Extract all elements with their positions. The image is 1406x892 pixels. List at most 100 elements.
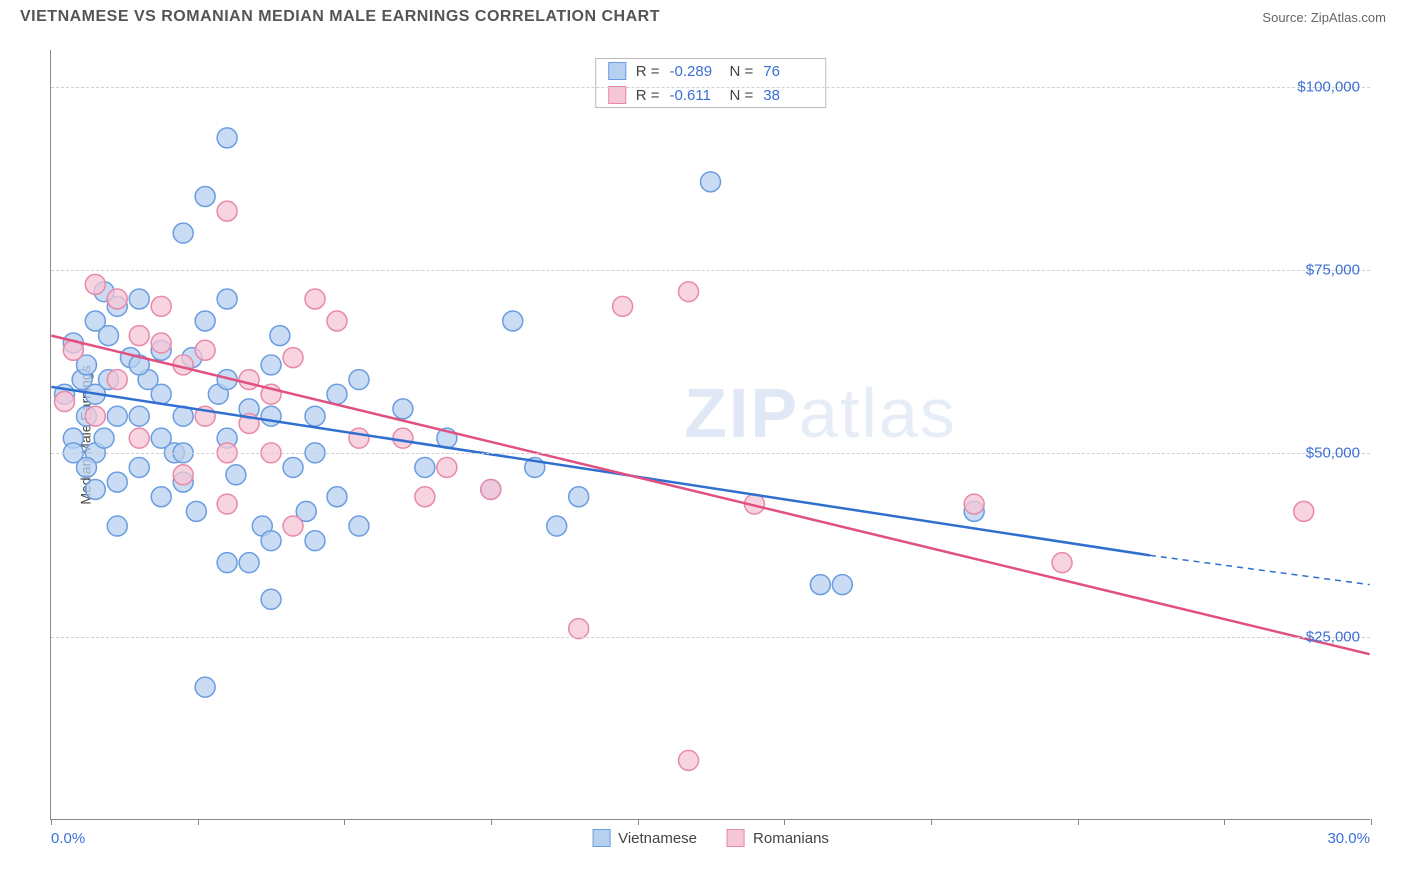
data-point [226, 465, 246, 485]
x-tick [1371, 819, 1372, 825]
data-point [349, 370, 369, 390]
data-point [98, 326, 118, 346]
data-point [327, 311, 347, 331]
data-point [305, 531, 325, 551]
source-label: Source: [1262, 10, 1307, 25]
data-point [85, 479, 105, 499]
data-point [327, 487, 347, 507]
data-point [1052, 553, 1072, 573]
data-point [569, 487, 589, 507]
regression-line [51, 387, 1150, 555]
x-tick [491, 819, 492, 825]
data-point [613, 296, 633, 316]
data-point [679, 750, 699, 770]
scatter-chart: Median Male Earnings ZIPatlas R =-0.289N… [50, 50, 1370, 820]
data-point [195, 311, 215, 331]
gridline [51, 270, 1370, 271]
y-tick-label: $100,000 [1297, 78, 1360, 95]
source-name: ZipAtlas.com [1311, 10, 1386, 25]
legend-label: Vietnamese [618, 830, 697, 847]
data-point [217, 553, 237, 573]
x-tick [638, 819, 639, 825]
regression-line [51, 336, 1369, 655]
data-point [151, 384, 171, 404]
series-legend: Vietnamese Romanians [592, 829, 829, 847]
gridline [51, 87, 1370, 88]
x-axis-max-label: 30.0% [1327, 830, 1370, 847]
data-point [481, 479, 501, 499]
data-point [151, 296, 171, 316]
x-tick [784, 819, 785, 825]
data-point [186, 501, 206, 521]
chart-header: VIETNAMESE VS ROMANIAN MEDIAN MALE EARNI… [0, 0, 1406, 30]
data-point [107, 406, 127, 426]
data-point [679, 282, 699, 302]
n-label: N = [730, 63, 754, 80]
regression-line-extrapolated [1150, 555, 1370, 584]
data-point [393, 399, 413, 419]
data-point [129, 326, 149, 346]
legend-swatch [727, 829, 745, 847]
data-point [129, 428, 149, 448]
data-point [173, 465, 193, 485]
data-point [217, 201, 237, 221]
data-point [305, 289, 325, 309]
data-point [283, 516, 303, 536]
data-point [283, 348, 303, 368]
data-point [129, 289, 149, 309]
data-point [701, 172, 721, 192]
legend-swatch [592, 829, 610, 847]
data-point [327, 384, 347, 404]
legend-item: Vietnamese [592, 829, 697, 847]
r-label: R = [636, 87, 660, 104]
stats-legend: R = -0.289 N = 76 R = -0.611 N = 38 [595, 58, 827, 108]
x-tick [198, 819, 199, 825]
n-value: 38 [763, 87, 813, 104]
data-point [85, 406, 105, 426]
data-point [151, 428, 171, 448]
data-point [415, 487, 435, 507]
legend-swatch [608, 62, 626, 80]
data-point [239, 370, 259, 390]
data-point [195, 186, 215, 206]
x-tick [51, 819, 52, 825]
x-tick [931, 819, 932, 825]
data-point [129, 457, 149, 477]
data-point [85, 274, 105, 294]
data-point [129, 406, 149, 426]
data-point [94, 428, 114, 448]
n-label: N = [730, 87, 754, 104]
x-tick [1224, 819, 1225, 825]
data-point [151, 333, 171, 353]
data-point [547, 516, 567, 536]
data-point [107, 370, 127, 390]
data-point [1294, 501, 1314, 521]
data-point [217, 289, 237, 309]
stats-row: R = -0.289 N = 76 [596, 59, 826, 83]
data-point [261, 406, 281, 426]
data-point [270, 326, 290, 346]
n-value: 76 [763, 63, 813, 80]
data-point [349, 516, 369, 536]
r-value: -0.289 [670, 63, 720, 80]
r-value: -0.611 [670, 87, 720, 104]
data-point [217, 128, 237, 148]
r-label: R = [636, 63, 660, 80]
data-point [283, 457, 303, 477]
gridline [51, 637, 1370, 638]
data-point [195, 340, 215, 360]
data-point [107, 289, 127, 309]
gridline [51, 453, 1370, 454]
y-tick-label: $50,000 [1306, 445, 1360, 462]
data-point [503, 311, 523, 331]
data-point [151, 487, 171, 507]
data-point [195, 677, 215, 697]
data-point [964, 494, 984, 514]
y-tick-label: $25,000 [1306, 628, 1360, 645]
x-tick [1078, 819, 1079, 825]
x-axis-min-label: 0.0% [51, 830, 85, 847]
legend-label: Romanians [753, 830, 829, 847]
data-point [305, 406, 325, 426]
data-point [415, 457, 435, 477]
data-point [107, 516, 127, 536]
